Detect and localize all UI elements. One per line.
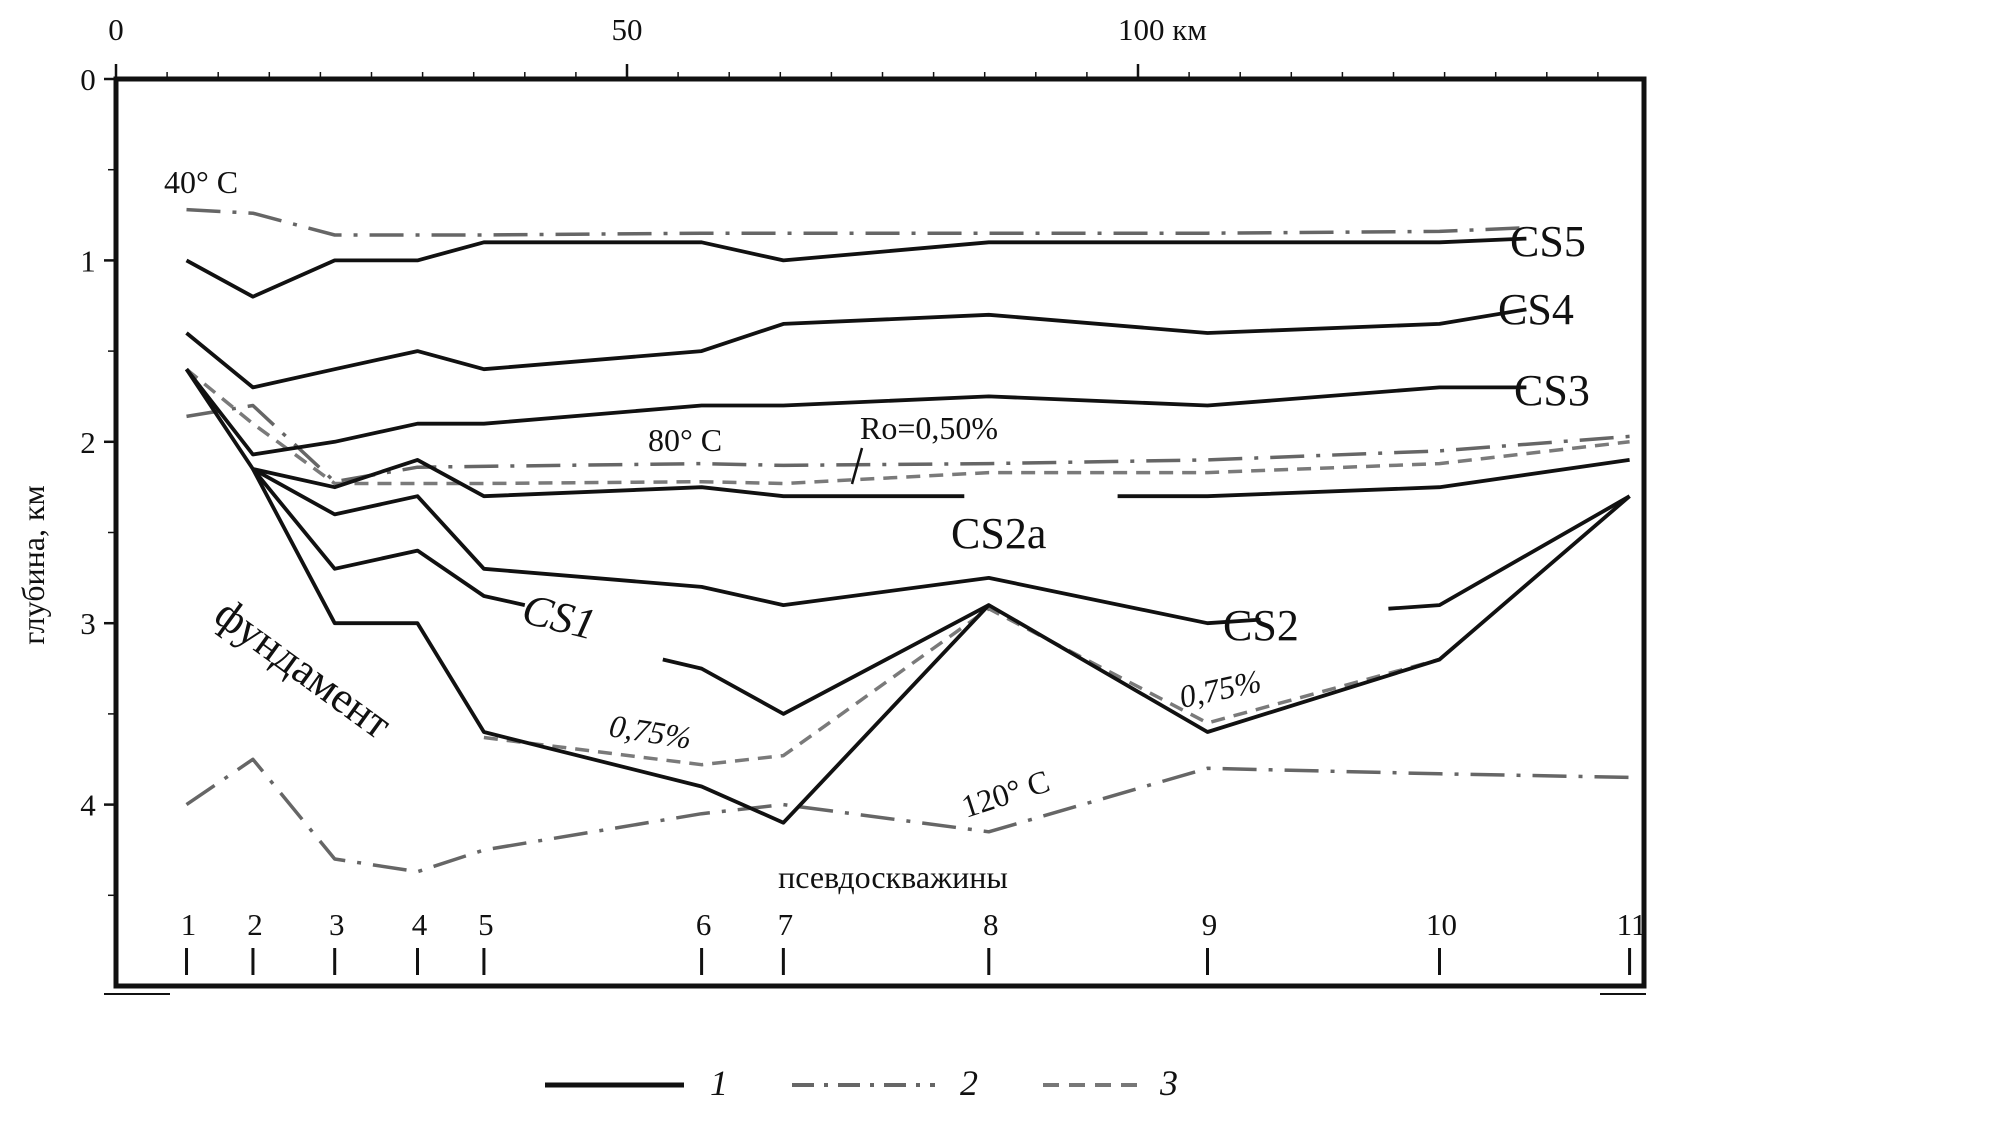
y-axis-title: глубина, км bbox=[15, 485, 51, 645]
horizon-line bbox=[1117, 458, 1630, 499]
well-label: 11 bbox=[1617, 907, 1647, 942]
label-40c: 40° C bbox=[164, 164, 238, 200]
legend: 1 2 3 bbox=[545, 1063, 1178, 1103]
label-ro75-west: 0,75% bbox=[607, 707, 694, 755]
isotherm-line bbox=[186, 403, 1630, 484]
well-label: 9 bbox=[1202, 907, 1218, 942]
x-tick-label: 100 км bbox=[1118, 12, 1207, 47]
label-cs5: CS5 bbox=[1510, 217, 1586, 266]
horizon-line bbox=[185, 368, 1527, 457]
horizon-line bbox=[252, 457, 965, 499]
label-cs2a: CS2a bbox=[951, 509, 1046, 558]
label-120c: 120° C bbox=[957, 763, 1054, 825]
label-cs3: CS3 bbox=[1514, 366, 1590, 415]
plot-frame bbox=[113, 76, 1647, 989]
y-tick-label: 2 bbox=[80, 425, 96, 460]
ro50-leader bbox=[850, 447, 864, 485]
well-label: 6 bbox=[696, 907, 712, 942]
well-label: 8 bbox=[983, 907, 999, 942]
label-fundament: фундамент bbox=[206, 588, 401, 748]
horizon-line bbox=[185, 307, 1527, 390]
horizon-line bbox=[185, 236, 1527, 299]
label-ro50: Ro=0,50% bbox=[860, 410, 998, 446]
y-tick-label: 0 bbox=[80, 62, 96, 97]
label-cs2: CS2 bbox=[1223, 601, 1299, 650]
well-label: 3 bbox=[329, 907, 345, 942]
y-tick-label: 3 bbox=[80, 606, 96, 641]
wells-title: псевдоскважины bbox=[778, 859, 1008, 895]
x-axis-ticks: 0 50 100 км bbox=[108, 12, 1599, 79]
isotherm-line bbox=[185, 757, 1630, 874]
x-tick-label: 50 bbox=[612, 12, 643, 47]
horizon-line bbox=[1388, 494, 1631, 611]
well-label: 4 bbox=[412, 907, 428, 942]
label-ro75-east: 0,75% bbox=[1176, 662, 1264, 714]
label-80c: 80° C bbox=[648, 422, 722, 458]
x-tick-label: 0 bbox=[108, 12, 124, 47]
well-label: 10 bbox=[1426, 907, 1457, 942]
horizon-line bbox=[251, 467, 1261, 626]
horizon-line bbox=[184, 368, 1631, 825]
horizon-line bbox=[251, 467, 526, 607]
label-cs4: CS4 bbox=[1498, 285, 1574, 334]
maturity-isoline bbox=[185, 367, 1630, 486]
well-label: 2 bbox=[247, 907, 263, 942]
well-label: 5 bbox=[478, 907, 494, 942]
y-tick-label: 4 bbox=[80, 788, 96, 823]
isotherm-line bbox=[186, 207, 1527, 237]
horizon-line bbox=[662, 603, 990, 716]
maturity-isoline bbox=[483, 606, 1440, 767]
label-cs1: CS1 bbox=[518, 584, 601, 649]
y-axis-ticks: 0 1 2 3 4 bbox=[80, 62, 116, 897]
y-tick-label: 1 bbox=[80, 243, 96, 278]
well-label: 7 bbox=[778, 907, 794, 942]
horizon-lines bbox=[184, 207, 1631, 874]
legend-label-2: 2 bbox=[960, 1063, 978, 1103]
legend-label-3: 3 bbox=[1159, 1063, 1178, 1103]
legend-label-1: 1 bbox=[710, 1063, 728, 1103]
pseudo-wells: 1 2 3 4 5 6 7 8 9 10 11 bbox=[181, 907, 1647, 975]
well-label: 1 bbox=[181, 907, 197, 942]
